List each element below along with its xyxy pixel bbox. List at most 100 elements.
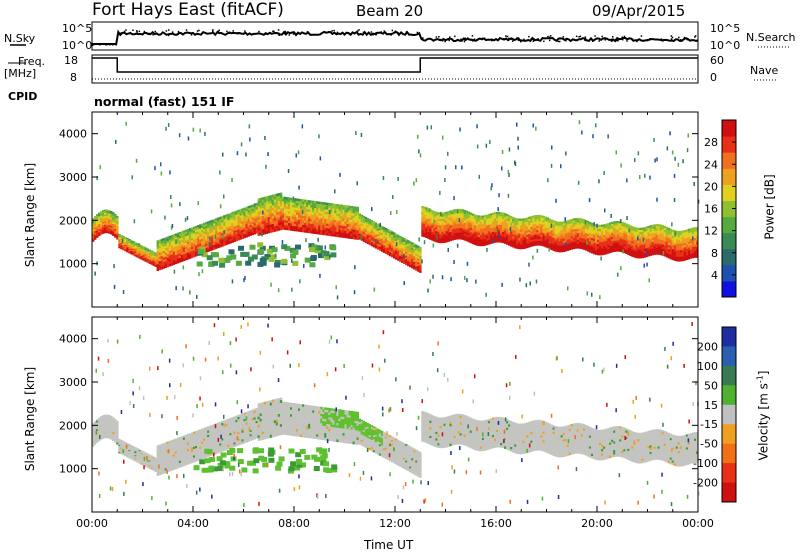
power-echo-cell — [249, 226, 252, 230]
power-lower-echo — [201, 252, 208, 258]
power-echo-cell — [106, 214, 109, 217]
power-echo-cell — [397, 245, 400, 248]
power-echo-cell — [215, 239, 218, 243]
power-echo-cell — [118, 240, 121, 243]
power-echo-cell — [275, 193, 279, 197]
power-echo-cell — [483, 215, 487, 218]
power-echo-cell — [405, 255, 408, 258]
power-echo-cell — [328, 223, 331, 227]
power-echo-cell — [128, 239, 131, 241]
power-echo-cell — [156, 257, 159, 261]
noise-tick-right-bottom: 10^0 — [710, 39, 741, 52]
power-echo-cell — [669, 230, 673, 234]
power-echo-cell — [524, 233, 527, 236]
power-echo-cell — [205, 235, 208, 238]
power-echo-cell — [378, 248, 382, 251]
power-echo-cell — [150, 259, 153, 261]
power-echo-cell — [429, 226, 432, 229]
power-echo-cell — [229, 221, 232, 225]
power-echo-cell — [104, 229, 107, 232]
power-echo-cell — [277, 203, 281, 207]
power-echo-cell — [489, 213, 493, 216]
noise-search-dot — [284, 30, 286, 33]
power-echo-cell — [292, 205, 295, 208]
power-echo-cell — [207, 227, 210, 231]
power-echo-cell — [344, 226, 347, 229]
velocity-echo-cell — [110, 422, 113, 425]
power-echo-cell — [427, 234, 430, 237]
power-echo-cell — [568, 219, 572, 223]
power-echo-cell — [489, 226, 493, 229]
power-echo-cell — [425, 233, 428, 236]
power-echo-cell — [176, 252, 180, 255]
power-echo-cell — [588, 250, 592, 253]
nave-tick-bottom: 0 — [710, 71, 717, 84]
power-echo-cell — [429, 222, 432, 225]
noise-search-dot — [120, 32, 123, 34]
power-echo-cell — [112, 224, 115, 226]
power-echo-cell — [162, 259, 166, 263]
power-echo-cell — [235, 219, 238, 222]
noise-search-dot — [548, 36, 551, 38]
power-echo-cell — [215, 222, 218, 226]
power-echo-cell — [496, 214, 499, 217]
noise-search-dot — [418, 33, 420, 35]
power-echo-cell — [532, 243, 535, 247]
power-echo-cell — [362, 223, 366, 226]
power-echo-cell — [338, 213, 341, 217]
power-echo-cell — [457, 232, 460, 236]
power-echo-cell — [566, 241, 570, 245]
power-echo-cell — [461, 228, 465, 232]
noise-search-dot — [294, 32, 296, 35]
power-echo-cell — [671, 255, 675, 259]
power-echo-cell — [312, 217, 315, 220]
power-echo-cell — [100, 212, 103, 215]
power-echo-cell — [588, 234, 592, 238]
power-echo-cell — [475, 236, 479, 240]
power-echo-cell — [443, 220, 446, 224]
power-speckle — [476, 144, 479, 149]
power-speckle — [231, 279, 234, 284]
power-echo-cell — [655, 232, 658, 236]
power-echo-cell — [106, 217, 109, 220]
power-echo-cell — [673, 230, 677, 233]
power-echo-cell — [116, 220, 119, 223]
power-echo-cell — [597, 252, 600, 256]
velocity-echo-cell — [114, 427, 117, 430]
power-echo-cell — [473, 236, 477, 239]
power-echo-cell — [397, 236, 400, 239]
power-echo-cell — [590, 246, 594, 250]
power-echo-cell — [160, 245, 164, 248]
power-echo-cell — [685, 233, 689, 237]
power-echo-cell — [207, 240, 210, 244]
noise-search-dot — [435, 36, 438, 38]
power-echo-cell — [156, 246, 159, 250]
power-echo-cell — [391, 235, 394, 238]
power-echo-cell — [247, 234, 250, 237]
power-echo-cell — [336, 225, 339, 228]
power-echo-cell — [683, 256, 687, 259]
power-echo-cell — [168, 253, 172, 256]
power-speckle — [429, 279, 431, 284]
power-echo-cell — [213, 238, 216, 241]
power-echo-cell — [193, 246, 196, 249]
power-echo-cell — [138, 250, 141, 252]
power-echo-cell — [691, 244, 695, 248]
power-echo-cell — [310, 219, 313, 222]
power-echo-cell — [619, 245, 622, 248]
power-echo-cell — [273, 212, 277, 216]
power-echo-cell — [570, 238, 574, 241]
power-echo-cell — [649, 227, 652, 230]
power-echo-cell — [338, 234, 341, 238]
power-echo-cell — [120, 247, 123, 250]
power-echo-cell — [621, 245, 624, 249]
power-echo-cell — [253, 221, 256, 224]
power-echo-cell — [336, 215, 339, 219]
power-echo-cell — [483, 230, 487, 233]
noise-search-dot — [533, 38, 535, 40]
power-echo-cell — [619, 238, 622, 242]
power-echo-cell — [485, 223, 489, 226]
power-echo-cell — [106, 224, 109, 227]
power-echo-cell — [429, 235, 432, 238]
power-echo-cell — [465, 219, 469, 222]
